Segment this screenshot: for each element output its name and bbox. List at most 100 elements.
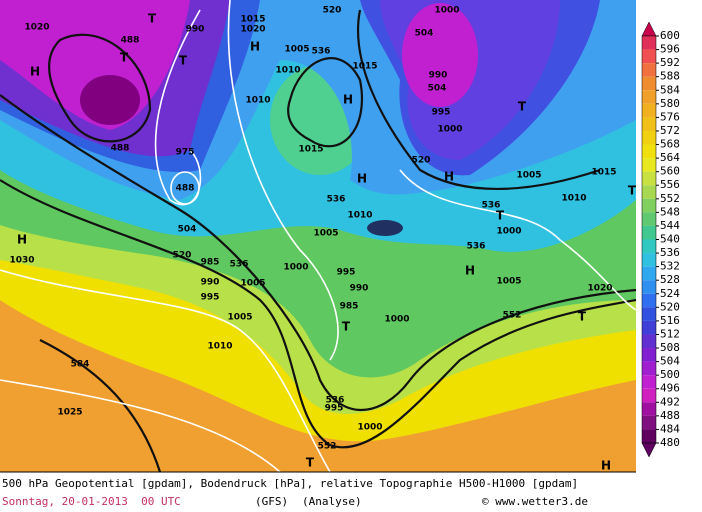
- contour: [0, 94, 637, 412]
- contour-label: 536: [230, 260, 249, 270]
- contour-label: 995: [325, 404, 344, 414]
- colorbar-segment: [642, 348, 656, 362]
- isobar: [154, 9, 202, 206]
- colorbar-label: 500: [660, 368, 680, 381]
- contour-label: 1010: [207, 342, 232, 352]
- colorbar-segment: [642, 388, 656, 403]
- caption-date: Sonntag, 20-01-2013 00 UTC: [2, 495, 181, 508]
- colorbar-label: 592: [660, 56, 680, 69]
- contour-label: 990: [186, 25, 205, 35]
- contour-label: 1000: [384, 315, 409, 325]
- colorbar-label: 488: [660, 409, 680, 422]
- caption-credit: © www.wetter3.de: [482, 495, 588, 508]
- contour-label: 1010: [561, 194, 586, 204]
- caption-mode: (Analyse): [302, 495, 362, 508]
- colorbar-segment: [642, 375, 656, 389]
- contour-label: 1015: [240, 15, 265, 25]
- colorbar-segment: [642, 76, 656, 91]
- contour-label: 1015: [352, 62, 377, 72]
- contour-label: 990: [350, 284, 369, 294]
- pressure-center: H: [465, 264, 475, 278]
- contour-label: 975: [176, 148, 195, 158]
- colorbar-segment: [642, 158, 656, 172]
- colorbar-segment: [642, 293, 656, 308]
- pressure-center: T: [578, 310, 587, 324]
- colorbar-segment: [642, 103, 656, 118]
- colorbar-segment: [642, 253, 656, 267]
- contour-label: 995: [337, 268, 356, 278]
- colorbar-label: 548: [660, 205, 680, 218]
- colorbar-arrow: [641, 21, 657, 37]
- colorbar-label: 484: [660, 422, 680, 435]
- pressure-center: T: [148, 12, 157, 26]
- pressure-center: T: [342, 320, 351, 334]
- region: [0, 0, 190, 130]
- colorbar-label: 508: [660, 341, 680, 354]
- colorbar-label: 596: [660, 43, 680, 56]
- colorbar-segment: [642, 212, 656, 226]
- contour-label: 1000: [496, 227, 521, 237]
- contour-label: 536: [312, 47, 331, 57]
- colorbar-segment: [642, 117, 656, 131]
- colorbar-label: 480: [660, 436, 680, 449]
- contour-label: 536: [326, 396, 345, 406]
- colorbar-label: 496: [660, 382, 680, 395]
- contour-label: 520: [412, 156, 431, 166]
- colorbar-label: 492: [660, 395, 680, 408]
- contour-label: 990: [201, 278, 220, 288]
- colorbar-segment: [642, 361, 656, 376]
- pressure-center: H: [250, 40, 260, 54]
- contour: [48, 33, 152, 143]
- contour-label: 1005: [227, 313, 252, 323]
- pressure-center: T: [628, 184, 637, 198]
- contour: [287, 57, 363, 148]
- contour-label: 584: [71, 360, 90, 370]
- contour-label: 1005: [496, 277, 521, 287]
- colorbar-label: 532: [660, 260, 680, 273]
- contour-label: 488: [121, 36, 140, 46]
- colorbar-label: 572: [660, 124, 680, 137]
- colorbar-label: 544: [660, 219, 680, 232]
- contour-label: 520: [323, 6, 342, 16]
- pressure-center: H: [601, 459, 611, 473]
- pressure-center: T: [179, 54, 188, 68]
- colorbar-segment: [642, 90, 656, 104]
- colorbar-label: 528: [660, 273, 680, 286]
- colorbar-label: 568: [660, 138, 680, 151]
- contour-label: 985: [201, 258, 220, 268]
- contour-label: 1015: [298, 145, 323, 155]
- contour-label: 1005: [284, 45, 309, 55]
- colorbar-segment: [642, 130, 656, 145]
- colorbar-segment: [642, 429, 656, 443]
- contour-label: 1030: [9, 256, 34, 266]
- contour-label: 488: [176, 184, 195, 194]
- colorbar-segment: [642, 307, 656, 321]
- colorbar-segment: [642, 280, 656, 294]
- contour-label: 488: [111, 144, 130, 154]
- contour-label: 1010: [347, 211, 372, 221]
- colorbar-label: 600: [660, 29, 680, 42]
- colorbar-segment: [642, 144, 656, 159]
- colorbar-arrow: [641, 442, 657, 458]
- contour-label: 1000: [437, 125, 462, 135]
- colorbar-label: 520: [660, 300, 680, 313]
- contour-label: 990: [429, 71, 448, 81]
- colorbar-segment: [642, 49, 656, 64]
- colorbar: 6005965925885845805765725685645605565525…: [641, 21, 680, 458]
- contour: [356, 9, 601, 190]
- colorbar-segment: [642, 171, 656, 186]
- contour-label: 1020: [240, 25, 265, 35]
- map: [0, 0, 637, 473]
- contour-label: 1000: [283, 263, 308, 273]
- colorbar-segment: [642, 266, 656, 281]
- isobar: [227, 0, 339, 361]
- contour-label: 536: [467, 242, 486, 252]
- contour: [39, 339, 162, 473]
- colorbar-label: 540: [660, 233, 680, 246]
- colorbar-label: 536: [660, 246, 680, 259]
- colorbar-segment: [642, 63, 656, 77]
- contour-label: 1010: [245, 96, 270, 106]
- pressure-center: H: [17, 233, 27, 247]
- contour-label: 1000: [434, 6, 459, 16]
